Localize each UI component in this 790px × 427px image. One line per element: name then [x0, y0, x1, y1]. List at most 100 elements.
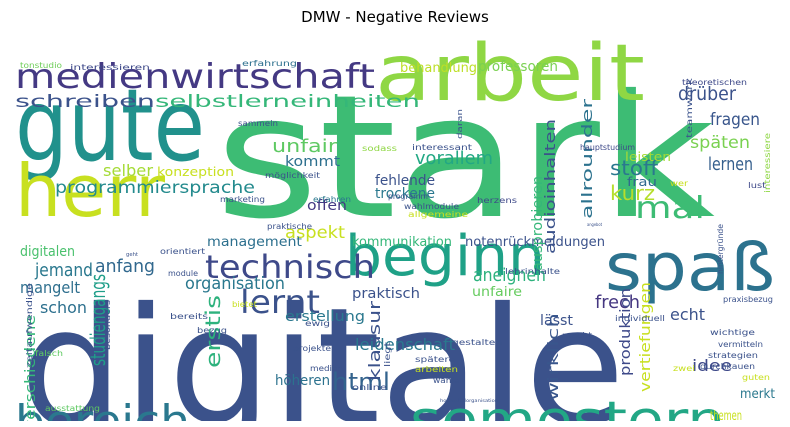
word-jemand: jemand	[34, 260, 93, 281]
word-audioinhalten: audioinhalten	[543, 119, 559, 254]
word-falsch: falsch	[35, 349, 63, 358]
word-verschiedene: verschiedene	[23, 315, 39, 421]
word-schreiben: schreiben	[15, 92, 155, 112]
word-wirklich: wirklich	[546, 313, 562, 401]
word-wichtige: wichtige	[710, 328, 755, 337]
word-laesst: lässt	[540, 313, 574, 329]
word-mangelt: mangelt	[20, 278, 80, 297]
word-wahlmodule: wahlmodule	[404, 202, 459, 211]
word-stoff: stoff	[610, 156, 659, 180]
word-praktische: praktische	[267, 222, 312, 231]
word-aspekt: aspekt	[285, 223, 345, 243]
word-sodass: sodass	[362, 144, 397, 153]
word-lernt: lernt	[240, 283, 320, 321]
word-allrounder: allrounder	[580, 99, 596, 219]
word-medienwirtschaft: medienwirtschaft	[15, 57, 375, 97]
word-leidenschaft: leidenschaft	[355, 335, 455, 354]
word-ausstattung: ausstattung	[45, 404, 100, 413]
word-bereits: bereits	[170, 312, 208, 321]
word-fehlende: fehlende	[375, 173, 435, 189]
word-herzens: herzens	[477, 196, 517, 205]
word-technisch: technisch	[205, 248, 375, 286]
word-kommunikation: kommunikation	[352, 235, 452, 250]
word-digitalen: digitalen	[20, 244, 75, 260]
word-themen: themen	[710, 409, 742, 421]
word-vertiefungen: vertiefungen	[638, 282, 654, 392]
word-sammeln: sammeln	[238, 119, 278, 128]
word-bereich: bereich	[15, 396, 190, 421]
word-lust: lust	[748, 181, 766, 190]
word-medien: medien	[310, 364, 343, 373]
word-studiengangs: studiengangs	[86, 274, 110, 366]
word-module: module	[168, 269, 198, 278]
word-teamwork: teamwork	[685, 77, 694, 138]
word-theoretischen: theoretischen	[682, 78, 747, 87]
word-hochschulorganisation: hochschulorganisation	[440, 398, 499, 403]
word-spass: spaß	[605, 229, 775, 306]
word-mal: mal	[635, 191, 705, 226]
word-vorallem: vorallem	[415, 148, 493, 169]
word-aneignen: aneignen	[473, 265, 546, 286]
word-vermitteln: vermitteln	[718, 340, 763, 349]
word-orientiert: orientiert	[160, 247, 205, 256]
word-bietet: bietet	[232, 300, 257, 309]
word-semestern: semestern	[410, 391, 725, 421]
word-selbstlerneinheiten: selbstlerneinheiten	[155, 92, 420, 112]
word-frau: frau	[627, 175, 657, 189]
word-html: html	[332, 368, 390, 396]
wordcloud: stark digitale gute arbeit herr medienwirtsch…	[10, 28, 780, 421]
word-ewig: ewig	[305, 319, 330, 328]
word-zwei: zwei	[673, 364, 695, 373]
word-linkedin: linkedin	[315, 419, 405, 421]
word-spaetere: spätere	[415, 355, 455, 364]
word-besonders: besonders	[103, 300, 112, 350]
word-tonstudio: tonstudio	[20, 61, 62, 70]
word-offen: offen	[307, 198, 347, 214]
word-management: management	[207, 235, 302, 250]
word-arbeiten: arbeiten	[415, 365, 458, 374]
word-kommt: kommt	[285, 154, 341, 170]
word-individuell: individuell	[615, 314, 665, 323]
word-merkt: merkt	[740, 387, 775, 402]
word-erfahrung: erfahrung	[242, 59, 297, 68]
word-praxisbezug: praxisbezug	[723, 295, 773, 304]
word-notenrueckmeldungen: notenrückmeldungen	[465, 235, 605, 250]
word-strategien: strategien	[708, 351, 758, 360]
word-unfair: unfair	[272, 136, 338, 157]
word-stark: stark	[215, 59, 715, 257]
word-interessant: interessant	[412, 143, 472, 152]
word-echt: echt	[670, 305, 705, 324]
word-produktion: produktion	[618, 288, 634, 376]
word-erstellung: erstellung	[285, 309, 365, 325]
word-idee: idee	[692, 356, 732, 375]
word-lernen: lernen	[708, 154, 753, 175]
word-zeitaufwendige: zeitaufwendige	[25, 283, 34, 368]
word-marketing: marketing	[220, 195, 265, 204]
word-daran: daran	[456, 109, 464, 139]
word-frech: frech	[595, 292, 640, 313]
word-angebot: angebot	[587, 222, 602, 227]
word-leisten: leisten	[625, 150, 671, 164]
word-klausur: klausur	[365, 300, 384, 381]
word-interessieren: interessieren	[70, 63, 150, 72]
word-anfang: anfang	[95, 256, 155, 277]
word-hoeheren: höheren	[275, 373, 330, 389]
word-macht: macht	[562, 331, 592, 340]
word-fragen: fragen	[710, 110, 760, 130]
word-liegt: liegt	[383, 342, 392, 367]
word-erstis: erstis	[201, 295, 225, 368]
word-kurz: kurz	[610, 181, 655, 205]
word-beginn: beginn	[345, 224, 545, 289]
word-guten: guten	[742, 373, 770, 382]
wordcloud-title: DMW - Negative Reviews	[301, 8, 489, 26]
word-wer: wer	[670, 179, 689, 188]
word-organisation: organisation	[185, 274, 285, 294]
word-interessiere: interessiere	[763, 133, 772, 193]
word-hintergruende: hintergründe	[716, 224, 725, 274]
word-moeglichkeit: möglichkeit	[265, 171, 320, 180]
word-professoren: professoren	[478, 59, 558, 75]
word-programm: programm	[388, 192, 428, 201]
word-konzeption: konzeption	[157, 165, 234, 179]
word-gestalten: gestalten	[452, 338, 502, 347]
word-trockene: trockene	[375, 186, 435, 202]
